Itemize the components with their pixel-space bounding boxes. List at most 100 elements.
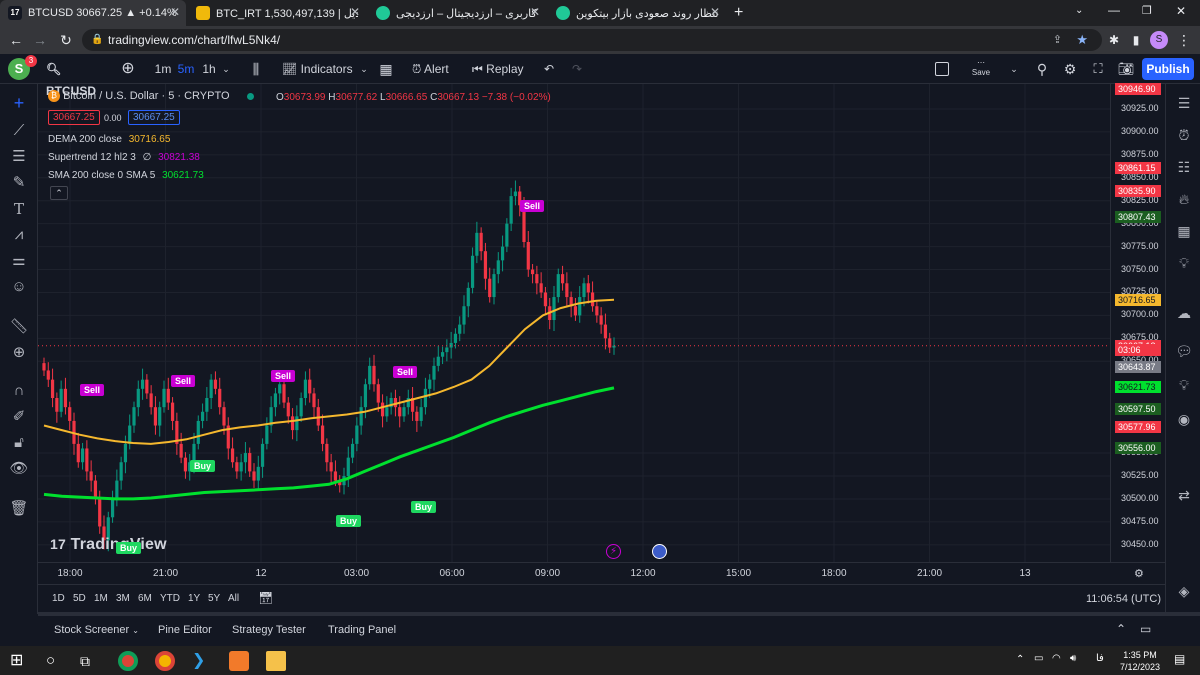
axis-settings-icon[interactable]: ⚙: [1134, 568, 1144, 580]
camera-snapshot-icon[interactable]: 📷︎: [1117, 61, 1135, 76]
tray-chevron-icon[interactable]: ⌃: [1016, 654, 1025, 665]
broadcast-icon[interactable]: ◉: [1177, 411, 1191, 427]
streams-icon[interactable]: ☁: [1177, 305, 1191, 321]
range-6m[interactable]: 6M: [138, 593, 152, 604]
pine-ideas-icon[interactable]: 💡︎: [1179, 377, 1189, 393]
side-panel-icon[interactable]: ▮: [1132, 33, 1140, 47]
browser-tab-active[interactable]: 17 BTCUSD 30667.25 ▲ +0.14% ... ✕: [0, 0, 186, 26]
taskbar-search-icon[interactable]: ○: [46, 652, 56, 669]
utc-clock[interactable]: 11:06:54 (UTC): [1086, 593, 1161, 605]
data-window-icon[interactable]: ☷: [1177, 159, 1191, 175]
task-view-icon[interactable]: ⧉: [80, 653, 90, 669]
range-all[interactable]: All: [228, 593, 240, 604]
brush-icon[interactable]: ✎: [12, 174, 26, 191]
wifi-icon[interactable]: ◠: [1052, 653, 1061, 664]
text-tool-icon[interactable]: T: [13, 200, 24, 218]
chats-icon[interactable]: 💬︎: [1175, 343, 1193, 359]
quick-search-icon[interactable]: ⚲: [1036, 61, 1048, 77]
watchlist-icon[interactable]: ☰: [1177, 95, 1191, 111]
candles-type-icon[interactable]: ⫼: [252, 61, 260, 77]
go-to-date-icon[interactable]: 📅︎: [258, 591, 274, 605]
price-chart[interactable]: ₿ Bitcoin / U.S. Dollar · 5 · CRYPTO O30…: [38, 84, 1110, 562]
profile-avatar[interactable]: S: [1150, 31, 1168, 49]
layers-icon[interactable]: ◈: [1178, 583, 1190, 599]
range-1d[interactable]: 1D: [52, 593, 65, 604]
lock-drawings-icon[interactable]: 🔓︎: [14, 434, 24, 451]
save-dropdown-icon[interactable]: ⌄: [1010, 64, 1018, 74]
tab-pine-editor[interactable]: Pine Editor: [158, 624, 212, 636]
calendar-icon[interactable]: ▦: [1177, 223, 1191, 239]
url-input[interactable]: 🔒 tradingview.com/chart/lfwL5Nk4/ ⇪ ★: [82, 29, 1102, 51]
input-language[interactable]: فا: [1096, 653, 1104, 664]
symbol-search[interactable]: 🔍︎ BTCUSD: [46, 58, 106, 98]
zoom-in-icon[interactable]: ⊕: [12, 344, 26, 361]
range-ytd[interactable]: YTD: [160, 593, 180, 604]
close-tab-icon[interactable]: ✕: [709, 5, 720, 19]
battery-icon[interactable]: ▭: [1034, 653, 1044, 664]
chart-legend-title[interactable]: ₿ Bitcoin / U.S. Dollar · 5 · CRYPTO: [48, 90, 254, 103]
app-orange-icon[interactable]: [229, 651, 249, 671]
tab-search-icon[interactable]: ⌄: [1075, 5, 1084, 16]
layout-select-icon[interactable]: [935, 62, 949, 76]
volume-icon[interactable]: 🔊︎: [1070, 653, 1077, 664]
alerts-clock-icon[interactable]: ⏰︎: [1178, 127, 1190, 143]
file-explorer-icon[interactable]: [266, 651, 286, 671]
close-tab-icon[interactable]: ✕: [349, 5, 360, 19]
system-clock[interactable]: 1:35 PM 7/12/2023: [1118, 649, 1162, 673]
tab-stock-screener[interactable]: Stock Screener ⌄: [54, 624, 139, 636]
publish-button[interactable]: Publish: [1142, 58, 1194, 80]
reload-icon[interactable]: ↻: [60, 32, 72, 48]
order-panel-icon[interactable]: ⇄: [1178, 487, 1190, 503]
patterns-icon[interactable]: ⩘: [14, 226, 24, 243]
user-avatar[interactable]: S: [8, 58, 30, 80]
close-window-icon[interactable]: ✕: [1176, 4, 1187, 18]
emoji-icon[interactable]: ☺: [11, 278, 27, 295]
range-1y[interactable]: 1Y: [188, 593, 201, 604]
magnet-icon[interactable]: ∩: [13, 382, 25, 399]
interval-1h[interactable]: 1h: [202, 62, 216, 76]
range-5d[interactable]: 5D: [73, 593, 86, 604]
tab-trading-panel[interactable]: Trading Panel: [328, 624, 397, 636]
trash-icon[interactable]: 🗑︎: [9, 500, 29, 517]
interval-5m[interactable]: 5m: [177, 62, 195, 76]
close-tab-icon[interactable]: ✕: [169, 5, 180, 19]
new-tab-icon[interactable]: +: [734, 4, 744, 21]
indicators-dropdown-icon[interactable]: ⌄: [360, 64, 368, 74]
chart-canvas[interactable]: [38, 84, 1110, 562]
price-axis[interactable]: 30925.00 30900.00 30875.00 30850.00 30825.00…: [1110, 82, 1165, 562]
save-button[interactable]: ⋯ Save: [970, 58, 992, 78]
vscode-icon[interactable]: ❯: [192, 652, 206, 669]
indicators-button[interactable]: 📈︎ Indicators: [282, 58, 362, 80]
settings-gear-icon[interactable]: ⚙: [1063, 61, 1077, 77]
sma-legend[interactable]: SMA 200 close 0 SMA 5 30621.73: [48, 170, 204, 181]
interval-1m[interactable]: 1m: [154, 62, 172, 76]
stay-drawing-icon[interactable]: ✐: [12, 408, 26, 425]
trend-line-icon[interactable]: ⟋: [13, 122, 25, 139]
hotlists-flame-icon[interactable]: 🔥︎: [1178, 191, 1190, 207]
browser-tab[interactable]: BTC_IRT 1,530,497,139 | تبدیل ✕: [188, 0, 366, 26]
forward-icon[interactable]: →: [33, 32, 47, 48]
redo-icon[interactable]: ↷: [571, 62, 583, 76]
expand-panel-icon[interactable]: ⌃: [1116, 622, 1127, 636]
range-5y[interactable]: 5Y: [208, 593, 221, 604]
chrome-profile-icon[interactable]: [118, 651, 138, 671]
undo-icon[interactable]: ↶: [543, 62, 555, 76]
lightning-event-icon[interactable]: ⚡︎: [606, 544, 621, 559]
compare-add-icon[interactable]: ⊕: [121, 60, 135, 77]
browser-menu-icon[interactable]: ⋮: [1177, 32, 1191, 48]
crosshair-icon[interactable]: +: [13, 93, 25, 113]
windows-start-icon[interactable]: ⊞: [10, 652, 24, 669]
replay-button[interactable]: ⏮︎ Replay: [472, 58, 528, 80]
layout-grid-icon[interactable]: ▦: [379, 61, 393, 77]
restore-icon[interactable]: ❐: [1142, 5, 1152, 17]
prediction-icon[interactable]: ⚌: [12, 252, 26, 269]
browser-tab[interactable]: حساب کاربری – ارزدیجیتال – ارزدیجی... ✕: [368, 0, 546, 26]
chrome-icon[interactable]: [155, 651, 175, 671]
fullscreen-icon[interactable]: ⛶: [1093, 61, 1103, 76]
fib-retracement-icon[interactable]: ☰: [12, 148, 26, 165]
share-icon[interactable]: ⇪: [1052, 34, 1062, 46]
notifications-icon[interactable]: ▤: [1174, 652, 1186, 666]
sell-price-button[interactable]: 30667.25: [48, 110, 100, 125]
minimize-icon[interactable]: —: [1108, 3, 1120, 17]
supertrend-legend[interactable]: Supertrend 12 hl2 3 ∅ 30821.38: [48, 152, 200, 163]
